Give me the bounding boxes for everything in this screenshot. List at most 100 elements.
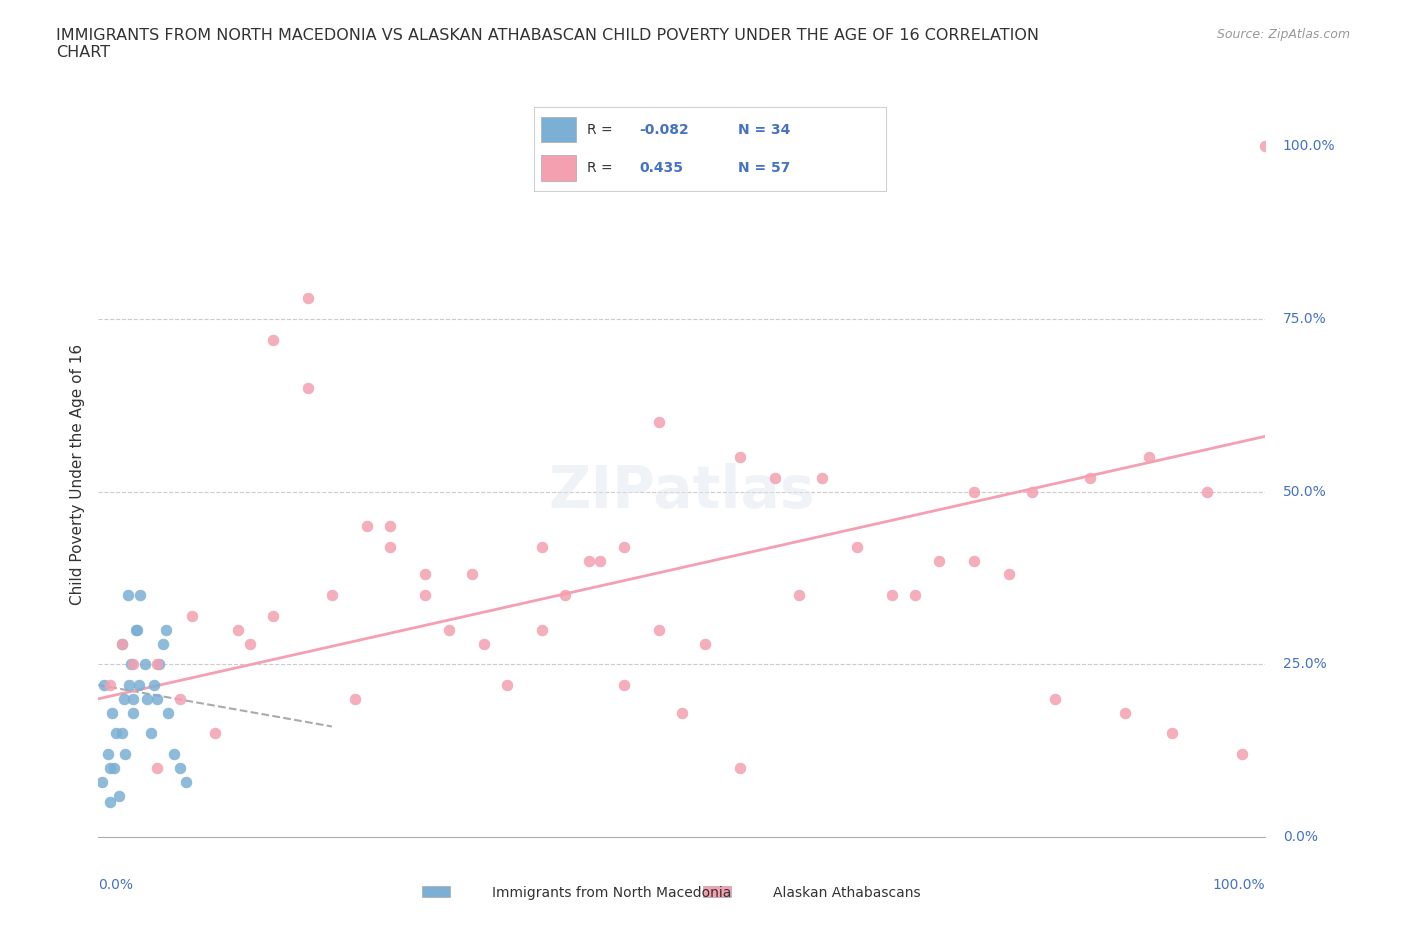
Point [1045, 691, 1067, 706]
Point [647, 622, 669, 637]
Text: ZIPatlas: ZIPatlas [548, 463, 815, 520]
Point [589, 553, 612, 568]
Text: 25.0%: 25.0% [1282, 658, 1327, 671]
Point [763, 471, 786, 485]
Point [146, 657, 169, 671]
Point [108, 788, 131, 803]
Point [413, 588, 436, 603]
Point [239, 636, 262, 651]
Point [787, 588, 810, 603]
Point [180, 608, 202, 623]
Text: 0.435: 0.435 [640, 161, 683, 175]
Point [437, 622, 460, 637]
Point [122, 691, 145, 706]
Point [730, 449, 752, 464]
Point [111, 636, 134, 651]
Text: N = 57: N = 57 [738, 161, 790, 175]
Text: 100.0%: 100.0% [1282, 140, 1336, 153]
Point [129, 588, 152, 603]
Point [262, 332, 284, 347]
Point [122, 705, 145, 720]
Point [174, 775, 197, 790]
Point [93, 678, 115, 693]
Text: 75.0%: 75.0% [1282, 312, 1327, 326]
Point [118, 678, 141, 693]
Point [578, 553, 600, 568]
Point [143, 678, 166, 693]
Point [163, 747, 186, 762]
Point [169, 761, 191, 776]
Point [1114, 705, 1136, 720]
Point [155, 622, 177, 637]
Point [101, 705, 124, 720]
Point [671, 705, 693, 720]
Text: N = 34: N = 34 [738, 123, 790, 137]
Point [928, 553, 950, 568]
Point [114, 747, 136, 762]
Point [811, 471, 834, 485]
Point [1254, 139, 1277, 153]
Point [554, 588, 576, 603]
Text: IMMIGRANTS FROM NORTH MACEDONIA VS ALASKAN ATHABASCAN CHILD POVERTY UNDER THE AG: IMMIGRANTS FROM NORTH MACEDONIA VS ALASK… [56, 28, 1039, 60]
Y-axis label: Child Poverty Under the Age of 16: Child Poverty Under the Age of 16 [69, 344, 84, 604]
Point [1137, 449, 1160, 464]
Point [112, 691, 135, 706]
Text: 50.0%: 50.0% [1282, 485, 1327, 498]
Point [1197, 485, 1219, 499]
Point [1161, 726, 1184, 741]
FancyBboxPatch shape [541, 155, 576, 180]
Point [120, 657, 142, 671]
Point [380, 539, 402, 554]
Point [496, 678, 519, 693]
Point [530, 622, 553, 637]
Point [472, 636, 495, 651]
Point [962, 485, 984, 499]
Point [103, 761, 125, 776]
Point [461, 567, 484, 582]
Point [1230, 747, 1253, 762]
Point [530, 539, 553, 554]
Text: 0.0%: 0.0% [98, 879, 134, 893]
Point [139, 726, 162, 741]
Point [128, 678, 150, 693]
Point [262, 608, 284, 623]
Point [880, 588, 903, 603]
Point [647, 415, 669, 430]
Point [98, 678, 121, 693]
Point [321, 588, 343, 603]
Point [90, 775, 112, 790]
Point [146, 691, 169, 706]
Point [730, 761, 752, 776]
Point [204, 726, 226, 741]
Point [846, 539, 869, 554]
Point [380, 519, 402, 534]
Text: R =: R = [588, 123, 617, 137]
Point [111, 636, 134, 651]
Point [413, 567, 436, 582]
Text: Source: ZipAtlas.com: Source: ZipAtlas.com [1216, 28, 1350, 41]
Point [98, 761, 121, 776]
Point [111, 726, 134, 741]
Text: 0.0%: 0.0% [1282, 830, 1317, 844]
Point [356, 519, 378, 534]
Point [136, 691, 159, 706]
Point [157, 705, 180, 720]
Point [1080, 471, 1102, 485]
Point [297, 291, 319, 306]
Point [122, 657, 145, 671]
Point [297, 380, 319, 395]
Point [1021, 485, 1043, 499]
Text: R =: R = [588, 161, 617, 175]
Point [117, 588, 139, 603]
Point [97, 747, 120, 762]
Text: -0.082: -0.082 [640, 123, 689, 137]
Point [997, 567, 1019, 582]
FancyBboxPatch shape [541, 117, 576, 142]
Point [125, 622, 148, 637]
Point [148, 657, 170, 671]
Point [125, 622, 148, 637]
Text: 100.0%: 100.0% [1213, 879, 1265, 893]
Text: Alaskan Athabascans: Alaskan Athabascans [773, 885, 921, 900]
Point [152, 636, 174, 651]
Point [146, 761, 169, 776]
